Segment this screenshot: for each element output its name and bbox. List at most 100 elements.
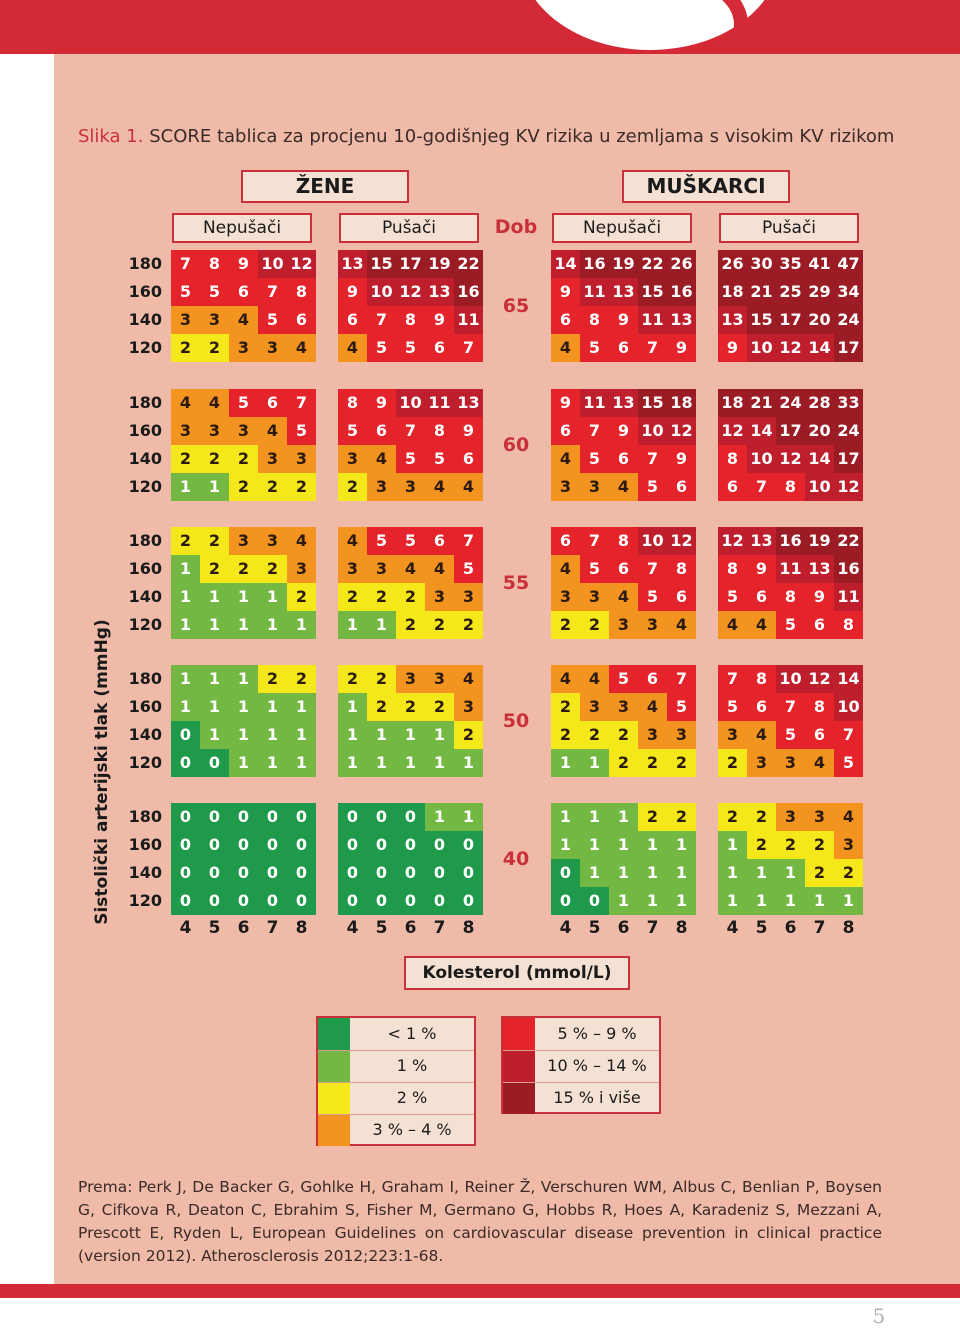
risk-cell: 28 [805, 389, 834, 417]
risk-cell: 8 [580, 306, 609, 334]
logo-swoosh-icon [600, 0, 748, 54]
risk-cell: 3 [258, 527, 287, 555]
risk-cell: 5 [667, 693, 696, 721]
risk-cell: 10 [638, 417, 667, 445]
risk-cell: 14 [551, 250, 580, 278]
risk-cell: 5 [638, 473, 667, 501]
risk-cell: 5 [171, 278, 200, 306]
risk-cell: 2 [229, 445, 258, 473]
bottom-banner [0, 1284, 960, 1298]
risk-cell: 29 [805, 278, 834, 306]
risk-cell: 2 [171, 445, 200, 473]
risk-cell: 3 [287, 445, 316, 473]
risk-cell: 3 [287, 555, 316, 583]
cholesterol-label: 6 [404, 918, 417, 938]
risk-cell: 6 [287, 306, 316, 334]
risk-cell: 3 [580, 473, 609, 501]
risk-cell: 3 [638, 611, 667, 639]
risk-cell: 26 [667, 250, 696, 278]
risk-cell: 1 [367, 611, 396, 639]
risk-cell: 1 [551, 749, 580, 777]
risk-cell: 4 [338, 527, 367, 555]
bp-label: 180 [128, 669, 162, 688]
risk-cell: 0 [367, 887, 396, 915]
risk-cell: 5 [580, 555, 609, 583]
risk-cell: 0 [580, 887, 609, 915]
risk-cell: 0 [338, 887, 367, 915]
bp-label: 180 [128, 531, 162, 550]
risk-cell: 0 [200, 887, 229, 915]
risk-cell: 17 [776, 417, 805, 445]
legend-item: 1 % [318, 1050, 474, 1082]
bp-label: 140 [128, 863, 162, 882]
legend-item: 15 % i više [503, 1082, 659, 1114]
risk-cell: 24 [834, 306, 863, 334]
bp-label: 120 [128, 753, 162, 772]
bp-label: 120 [128, 615, 162, 634]
legend-swatch [318, 1018, 350, 1050]
risk-cell: 3 [638, 721, 667, 749]
legend-divider [318, 1114, 474, 1115]
risk-cell: 0 [338, 831, 367, 859]
risk-cell: 2 [667, 749, 696, 777]
legend-divider [503, 1050, 659, 1051]
risk-cell: 9 [667, 334, 696, 362]
risk-cell: 1 [580, 831, 609, 859]
risk-cell: 5 [396, 445, 425, 473]
risk-cell: 10 [367, 278, 396, 306]
risk-cell: 1 [200, 665, 229, 693]
risk-cell: 0 [171, 887, 200, 915]
risk-cell: 5 [425, 445, 454, 473]
risk-cell: 2 [718, 803, 747, 831]
risk-cell: 1 [258, 583, 287, 611]
risk-cell: 10 [396, 389, 425, 417]
risk-cell: 25 [776, 278, 805, 306]
men-header: MUŠKARCI [622, 170, 790, 203]
risk-cell: 7 [580, 417, 609, 445]
risk-cell: 2 [258, 555, 287, 583]
cholesterol-label: 6 [617, 918, 630, 938]
risk-cell: 4 [834, 803, 863, 831]
risk-cell: 9 [338, 278, 367, 306]
risk-cell: 1 [609, 859, 638, 887]
risk-cell: 9 [367, 389, 396, 417]
risk-cell: 14 [805, 334, 834, 362]
bp-label: 160 [128, 697, 162, 716]
reference-text: Prema: Perk J, De Backer G, Gohlke H, Gr… [78, 1178, 882, 1265]
cholesterol-label: 7 [646, 918, 659, 938]
risk-cell: 2 [338, 583, 367, 611]
risk-cell: 4 [638, 693, 667, 721]
risk-cell: 3 [551, 473, 580, 501]
risk-cell: 0 [171, 749, 200, 777]
risk-cell: 12 [834, 473, 863, 501]
risk-cell: 1 [747, 859, 776, 887]
risk-cell: 4 [454, 665, 483, 693]
risk-cell: 1 [171, 473, 200, 501]
risk-cell: 0 [200, 859, 229, 887]
risk-cell: 6 [454, 445, 483, 473]
risk-cell: 0 [171, 831, 200, 859]
risk-cell: 1 [367, 721, 396, 749]
risk-cell: 6 [551, 306, 580, 334]
risk-cell: 14 [834, 665, 863, 693]
cholesterol-label: 6 [784, 918, 797, 938]
cholesterol-label: 5 [208, 918, 221, 938]
risk-cell: 5 [367, 334, 396, 362]
risk-cell: 3 [834, 831, 863, 859]
risk-cell: 33 [834, 389, 863, 417]
risk-cell: 2 [396, 693, 425, 721]
risk-cell: 3 [776, 803, 805, 831]
risk-cell: 11 [834, 583, 863, 611]
risk-cell: 5 [258, 306, 287, 334]
risk-cell: 12 [776, 334, 805, 362]
bp-label: 180 [128, 807, 162, 826]
risk-cell: 15 [638, 278, 667, 306]
risk-cell: 7 [638, 555, 667, 583]
risk-cell: 1 [551, 803, 580, 831]
risk-cell: 2 [396, 583, 425, 611]
legend-low-risk: < 1 % 1 % 2 % 3 % – 4 % [316, 1016, 476, 1146]
risk-cell: 5 [718, 693, 747, 721]
risk-cell: 3 [258, 445, 287, 473]
risk-cell: 9 [667, 445, 696, 473]
risk-cell: 47 [834, 250, 863, 278]
